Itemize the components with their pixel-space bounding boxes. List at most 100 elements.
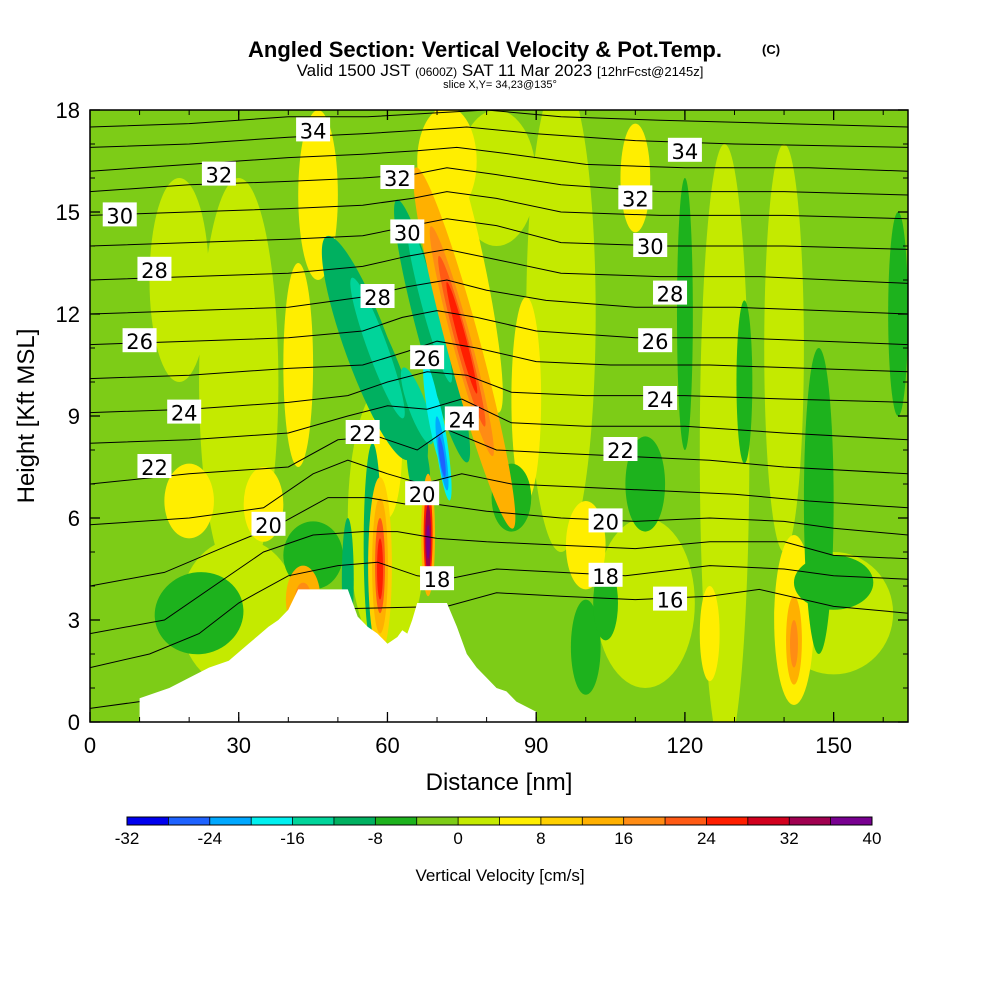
- y-tick-label-1: 3: [68, 608, 80, 633]
- colorbar-swatch-7: [416, 817, 459, 825]
- colorbar-tick-label-7: 24: [697, 829, 716, 848]
- velocity-cell-36: [350, 277, 405, 419]
- pot-temp-contour-labels: 34 34 32 32 32 30 30 30 28 28 28 26 26 26 24 24 24 22 22 22…: [102, 117, 702, 613]
- pot-temp-line-6: [90, 398, 908, 444]
- svg-text:30: 30: [106, 204, 133, 228]
- colorbar-swatch-17: [830, 817, 873, 825]
- chart-title: Angled Section: Vertical Velocity & Pot.…: [248, 37, 722, 62]
- colorbar-swatch-1: [168, 817, 211, 825]
- plot-area: 34 34 32 32 32 30 30 30 28 28 28 26 26 26 24 24 24 22 22 22…: [90, 110, 908, 722]
- colorbar-swatch-14: [706, 817, 749, 825]
- svg-text:24: 24: [448, 408, 475, 432]
- pot-temp-contours: [90, 110, 908, 709]
- colorbar-swatch-10: [540, 817, 583, 825]
- pot-temp-line-12: [90, 218, 908, 250]
- velocity-cell-58: [426, 524, 430, 559]
- terrain-profile: [90, 589, 537, 722]
- colorbar-swatch-16: [789, 817, 832, 825]
- y-tick-label-5: 15: [56, 200, 80, 225]
- colorbar-swatch-13: [665, 817, 707, 825]
- colorbar-swatch-4: [292, 817, 335, 825]
- pot-temp-label-9: 28: [360, 284, 395, 310]
- pot-temp-label-13: 26: [638, 328, 673, 354]
- pot-temp-label-16: 24: [643, 386, 678, 412]
- svg-text:20: 20: [255, 514, 282, 538]
- colorbar-swatch-9: [499, 817, 542, 825]
- y-tick-label-0: 0: [68, 710, 80, 735]
- colorbar-swatch-2: [209, 817, 252, 825]
- colorbar-swatch-12: [623, 817, 666, 825]
- colorbar-tick-label-3: -8: [368, 829, 383, 848]
- velocity-cell-6: [764, 144, 804, 552]
- x-axis: 0 30 60 90 120 150: [84, 110, 884, 758]
- pot-temp-label-17: 22: [345, 420, 380, 446]
- pot-temp-label-0: 34: [296, 117, 331, 143]
- pot-temp-label-4: 32: [618, 185, 653, 211]
- x-tick-label-2: 60: [375, 733, 399, 758]
- pot-temp-label-20: 20: [405, 481, 440, 507]
- y-axis-title: Height [Kft MSL]: [13, 329, 40, 504]
- colorbar-tick-label-1: -24: [197, 829, 222, 848]
- velocity-cell-12: [283, 263, 314, 467]
- velocity-cell-4: [595, 518, 695, 688]
- chart-subtitle: Valid 1500 JST (0600Z) SAT 11 Mar 2023 […: [297, 61, 704, 80]
- chart-slice-info: slice X,Y= 34,23@135°: [443, 79, 557, 91]
- pot-temp-label-22: 20: [588, 508, 623, 534]
- pot-temp-line-11: [90, 248, 908, 284]
- velocity-cell-24: [676, 178, 693, 450]
- colorbar-swatch-15: [747, 817, 790, 825]
- pot-temp-label-24: 18: [588, 562, 623, 589]
- svg-text:20: 20: [409, 483, 436, 507]
- svg-text:30: 30: [394, 221, 421, 245]
- pot-temp-label-2: 32: [201, 161, 236, 188]
- y-tick-label-2: 6: [68, 506, 80, 531]
- velocity-cell-1: [149, 178, 209, 382]
- svg-text:18: 18: [424, 568, 451, 592]
- velocity-cell-28: [570, 599, 601, 695]
- colorbar-swatch-8: [458, 817, 500, 825]
- velocity-cell-21: [154, 572, 244, 655]
- pot-temp-label-10: 28: [653, 280, 688, 307]
- colorbar-swatch-6: [375, 817, 418, 825]
- pot-temp-label-3: 32: [380, 165, 415, 191]
- y-tick-label-3: 9: [68, 404, 80, 429]
- velocity-cell-37: [407, 224, 453, 383]
- velocity-cell-38: [400, 367, 434, 445]
- colorbar-tick-label-4: 0: [453, 829, 462, 848]
- x-tick-label-4: 120: [667, 733, 704, 758]
- y-tick-label-6: 18: [56, 98, 80, 123]
- svg-text:20: 20: [592, 510, 619, 534]
- velocity-cell-26: [736, 300, 753, 464]
- x-tick-label-1: 30: [226, 733, 250, 758]
- pot-temp-line-10: [90, 279, 908, 315]
- pot-temp-label-18: 22: [137, 454, 172, 480]
- velocity-cell-20: [430, 113, 503, 413]
- svg-text:26: 26: [414, 347, 441, 371]
- pot-temp-line-4: [90, 459, 908, 526]
- velocity-cell-54: [377, 538, 383, 600]
- velocity-cell-63: [699, 586, 720, 682]
- velocity-cell-18: [164, 463, 214, 539]
- colorbar-swatch-11: [582, 817, 625, 825]
- pot-temp-label-23: 18: [420, 566, 455, 592]
- svg-text:30: 30: [637, 235, 664, 259]
- svg-text:32: 32: [384, 167, 411, 191]
- pot-temp-line-14: [90, 167, 908, 196]
- pot-temp-label-5: 30: [102, 202, 137, 228]
- colorbar-tick-label-6: 16: [614, 829, 633, 848]
- svg-text:34: 34: [300, 119, 327, 143]
- pot-temp-line-13: [90, 191, 908, 220]
- pot-temp-label-25: 16: [653, 586, 688, 613]
- pot-temp-label-19: 22: [603, 437, 638, 463]
- velocity-cell-2: [526, 110, 596, 552]
- svg-text:34: 34: [672, 140, 699, 164]
- svg-text:22: 22: [141, 456, 168, 480]
- y-tick-label-4: 12: [56, 302, 80, 327]
- svg-text:28: 28: [657, 283, 684, 307]
- x-tick-label-3: 90: [524, 733, 548, 758]
- svg-text:24: 24: [647, 388, 674, 412]
- velocity-cell-43: [438, 436, 446, 478]
- y-axis: 0 3 6 9 12 15 18: [56, 98, 908, 735]
- colorbar-tick-label-8: 32: [780, 829, 799, 848]
